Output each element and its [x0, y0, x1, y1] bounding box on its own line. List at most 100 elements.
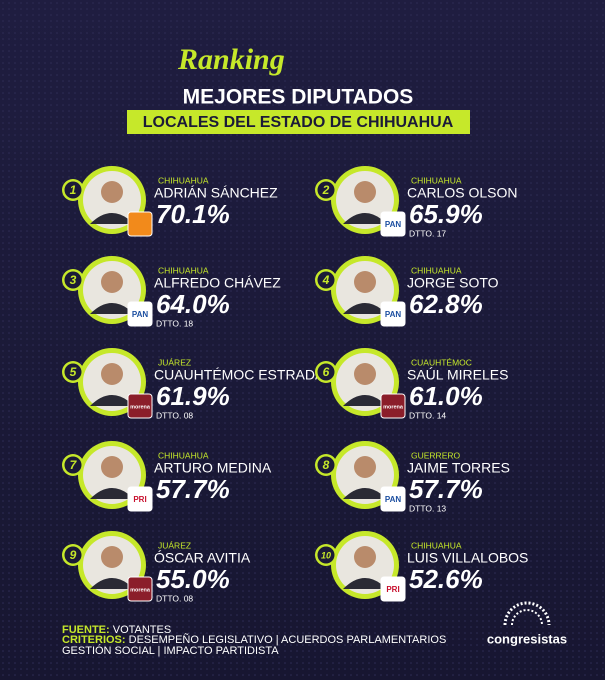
rank-badge [317, 546, 335, 564]
criteria-line-2: GESTIÓN SOCIAL | IMPACTO PARTIDISTA [62, 644, 279, 657]
city: CUAUHTÉMOC [411, 357, 472, 367]
rank-badge [64, 456, 82, 474]
photo-head [354, 363, 376, 385]
city: GUERRERO [411, 450, 461, 460]
party-logo [127, 301, 153, 327]
score: 61.9% [156, 381, 230, 411]
header-subtitle: LOCALES DEL ESTADO DE CHIHUAHUA [143, 114, 454, 131]
rank-badge [64, 546, 82, 564]
score: 64.0% [156, 289, 230, 319]
district: DTTO. 08 [156, 410, 193, 420]
criteria-1: DESEMPEÑO LEGISLATIVO | ACUERDOS PARLAME… [129, 633, 447, 646]
rank-badge [64, 363, 82, 381]
score: 55.0% [156, 564, 230, 594]
photo-body [90, 213, 134, 224]
rank: 10 [321, 550, 331, 560]
party-logo [380, 211, 406, 237]
photo-body [90, 578, 134, 589]
photo-body [90, 488, 134, 499]
score: 57.7% [409, 474, 483, 504]
district: DTTO. 18 [156, 318, 193, 328]
rank: 9 [70, 548, 77, 562]
name: CARLOS OLSON [407, 185, 517, 201]
party-logo [127, 576, 153, 602]
rank: 4 [322, 273, 330, 287]
district: DTTO. 13 [409, 503, 446, 513]
photo-body [343, 303, 387, 314]
party: PRI [133, 495, 146, 504]
rank: 2 [322, 183, 330, 197]
party: morena [383, 404, 404, 410]
party-logo [127, 211, 153, 237]
party-logo [380, 393, 406, 419]
party: morena [130, 587, 151, 593]
score: 61.0% [409, 381, 483, 411]
source-line: FUENTE: VOTANTES [62, 624, 171, 636]
photo-head [101, 181, 123, 203]
photo-body [343, 578, 387, 589]
name: ALFREDO CHÁVEZ [154, 275, 281, 291]
photo-head [101, 456, 123, 478]
party: PAN [385, 495, 402, 504]
city: CHIHUAHUA [411, 540, 462, 550]
rank: 3 [70, 273, 77, 287]
criteria-label: CRITERIOS: [62, 634, 126, 646]
rank: 8 [323, 458, 330, 472]
district: DTTO. 17 [409, 228, 446, 238]
party: PRI [386, 585, 399, 594]
district: DTTO. 14 [409, 410, 446, 420]
score: 57.7% [156, 474, 230, 504]
photo-body [90, 395, 134, 406]
photo-head [354, 271, 376, 293]
city: JUÁREZ [158, 357, 191, 367]
name: LUIS VILLALOBOS [407, 550, 528, 566]
photo-head [354, 181, 376, 203]
district: DTTO. 08 [156, 593, 193, 603]
header-title: MEJORES DIPUTADOS [183, 86, 414, 109]
name: JORGE SOTO [407, 275, 499, 291]
header-script: Ranking [177, 43, 285, 76]
name: ARTURO MEDINA [154, 460, 272, 476]
rank-badge [317, 181, 335, 199]
criteria-line: CRITERIOS: DESEMPEÑO LEGISLATIVO | ACUER… [62, 633, 446, 646]
party: PAN [132, 310, 149, 319]
score: 70.1% [156, 199, 230, 229]
city: CHIHUAHUA [411, 265, 462, 275]
name: ÓSCAR AVITIA [154, 550, 251, 566]
photo-head [101, 546, 123, 568]
party: PAN [385, 220, 402, 229]
photo-body [90, 303, 134, 314]
rank-badge [317, 363, 335, 381]
name: SAÚL MIRELES [407, 367, 508, 383]
source: VOTANTES [113, 624, 171, 636]
rank-badge [317, 271, 335, 289]
photo-head [354, 546, 376, 568]
brand: congresistas [487, 631, 567, 646]
rank: 5 [70, 365, 77, 379]
party: morena [130, 404, 151, 410]
city: JUÁREZ [158, 540, 191, 550]
party-logo [127, 486, 153, 512]
name: JAIME TORRES [407, 460, 510, 476]
rank-badge [317, 456, 335, 474]
score: 62.8% [409, 289, 483, 319]
photo-head [354, 456, 376, 478]
score: 65.9% [409, 199, 483, 229]
photo-head [101, 271, 123, 293]
party-logo [380, 486, 406, 512]
name: CUAUHTÉMOC ESTRADA [154, 367, 325, 383]
subtitle-band [127, 110, 470, 134]
name: ADRIÁN SÁNCHEZ [154, 185, 278, 201]
brand-logo [503, 601, 551, 626]
photo-head [101, 363, 123, 385]
photo-body [343, 488, 387, 499]
photo-body [343, 213, 387, 224]
